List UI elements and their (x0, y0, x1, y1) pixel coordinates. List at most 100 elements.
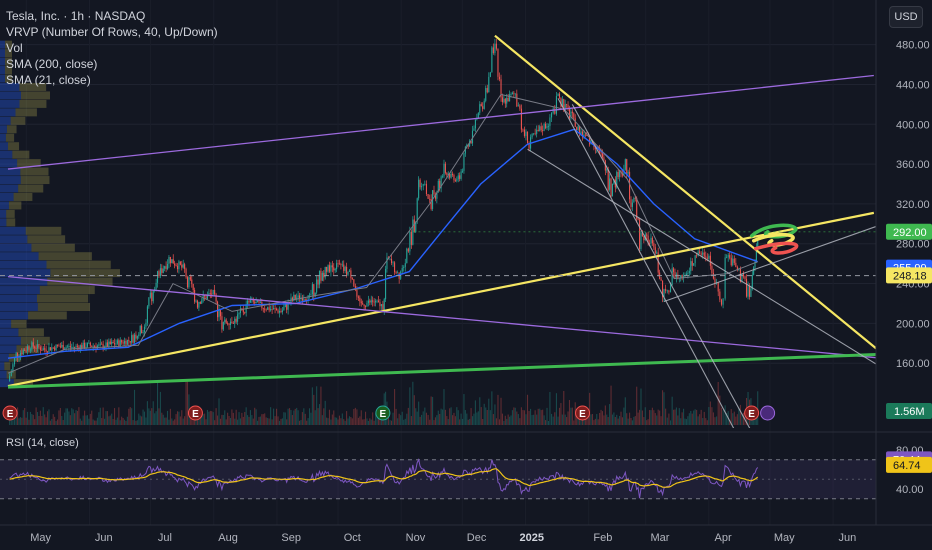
currency-button[interactable]: USD (889, 6, 923, 28)
candle-body (172, 259, 174, 264)
price-tick-label: 440.00 (896, 79, 930, 91)
volume-bar (156, 381, 159, 425)
volume-bar (112, 419, 114, 425)
volume-bar (274, 416, 276, 425)
earnings-marker: E (375, 405, 391, 421)
candle-body (195, 300, 197, 302)
volume-profile-bar (47, 277, 113, 286)
volume-bar (184, 416, 186, 425)
volume-bar (359, 416, 361, 425)
candle-body (567, 104, 569, 110)
volume-bar (495, 418, 497, 425)
volume-bar (96, 417, 98, 425)
legend-vrvp[interactable]: VRVP (Number Of Rows, 40, Up/Down) (6, 25, 218, 39)
volume-bar (528, 410, 530, 425)
rsi-value-label: 64.74 (893, 460, 921, 472)
volume-bar (606, 414, 608, 425)
volume-profile-bar (0, 125, 7, 134)
candle-body (74, 346, 76, 348)
trendline-green (7, 352, 876, 389)
candle-body (228, 324, 230, 326)
candle-body (522, 129, 524, 131)
volume-bar (268, 418, 270, 425)
volume-bar (321, 415, 323, 425)
candle-body (28, 346, 30, 350)
candle-body (500, 79, 502, 98)
volume-bar (323, 408, 325, 425)
volume-bar (102, 407, 104, 425)
candle-body (702, 252, 704, 255)
candle-body (730, 257, 732, 266)
volume-profile-bar (12, 150, 30, 159)
volume-bar (591, 414, 594, 425)
candle-body (390, 258, 393, 264)
candle-body (700, 253, 702, 255)
volume-bar (217, 415, 219, 425)
candle-body (317, 279, 319, 285)
volume-bar (265, 417, 267, 425)
volume-bar (523, 410, 526, 425)
volume-bar (742, 412, 745, 425)
volume-bar (68, 411, 70, 425)
volume-profile-bar (8, 142, 20, 151)
legend-vol[interactable]: Vol (6, 41, 23, 55)
candle-body (114, 343, 116, 345)
candle-body (461, 170, 464, 172)
price-axis: 160.00200.00240.00280.00320.00360.00400.… (875, 0, 932, 525)
volume-bar (227, 412, 229, 425)
earnings-marker: E (187, 405, 203, 421)
volume-profile-bar (6, 209, 15, 218)
candle-body (19, 353, 21, 357)
legend-sma-21[interactable]: SMA (21, close) (6, 73, 91, 87)
volume-bar (584, 417, 586, 425)
candle-body (523, 129, 526, 136)
candle-body (671, 268, 673, 286)
candle-body (307, 295, 309, 301)
candle-body (406, 248, 408, 264)
volume-bar (647, 419, 649, 425)
volume-bar (522, 410, 524, 425)
volume-bar (668, 413, 670, 425)
candle-body (373, 301, 375, 303)
volume-bar (611, 414, 614, 425)
legend-sma-200[interactable]: SMA (200, close) (6, 57, 98, 71)
volume-bar (738, 408, 740, 425)
volume-bar (436, 415, 438, 425)
candle-body (145, 322, 147, 327)
volume-bar (171, 418, 173, 425)
volume-bar (560, 403, 562, 425)
candle-body (372, 300, 374, 302)
candle-body (717, 282, 719, 292)
candle-body (459, 175, 461, 179)
candle-body (742, 274, 745, 277)
candle-body (474, 119, 476, 129)
volume-bar (564, 414, 566, 425)
candle-body (492, 47, 494, 53)
candle-body (516, 93, 518, 107)
candle-body (379, 302, 381, 307)
volume-bar (539, 408, 541, 425)
volume-bar (41, 415, 43, 425)
volume-profile-bar (0, 159, 18, 168)
candle-body (583, 134, 585, 138)
candle-body (254, 301, 256, 304)
volume-profile-bar (0, 167, 21, 176)
volume-bar (104, 418, 106, 425)
volume-bar (294, 408, 296, 425)
candle-body (755, 246, 757, 262)
candle-body (199, 302, 201, 304)
volume-bar (201, 412, 203, 425)
volume-profile-bar (5, 133, 15, 142)
candle-body (139, 325, 141, 335)
candle-body (547, 126, 550, 127)
volume-bar (660, 416, 662, 425)
candle-body (733, 258, 735, 263)
legend-title[interactable]: Tesla, Inc. · 1h · NASDAQ (6, 9, 146, 23)
volume-bar (131, 408, 133, 425)
candle-body (711, 265, 713, 273)
candle-body (347, 271, 349, 275)
candle-body (176, 265, 179, 270)
candle-body (71, 347, 73, 348)
rsi-legend[interactable]: RSI (14, close) (6, 437, 79, 449)
